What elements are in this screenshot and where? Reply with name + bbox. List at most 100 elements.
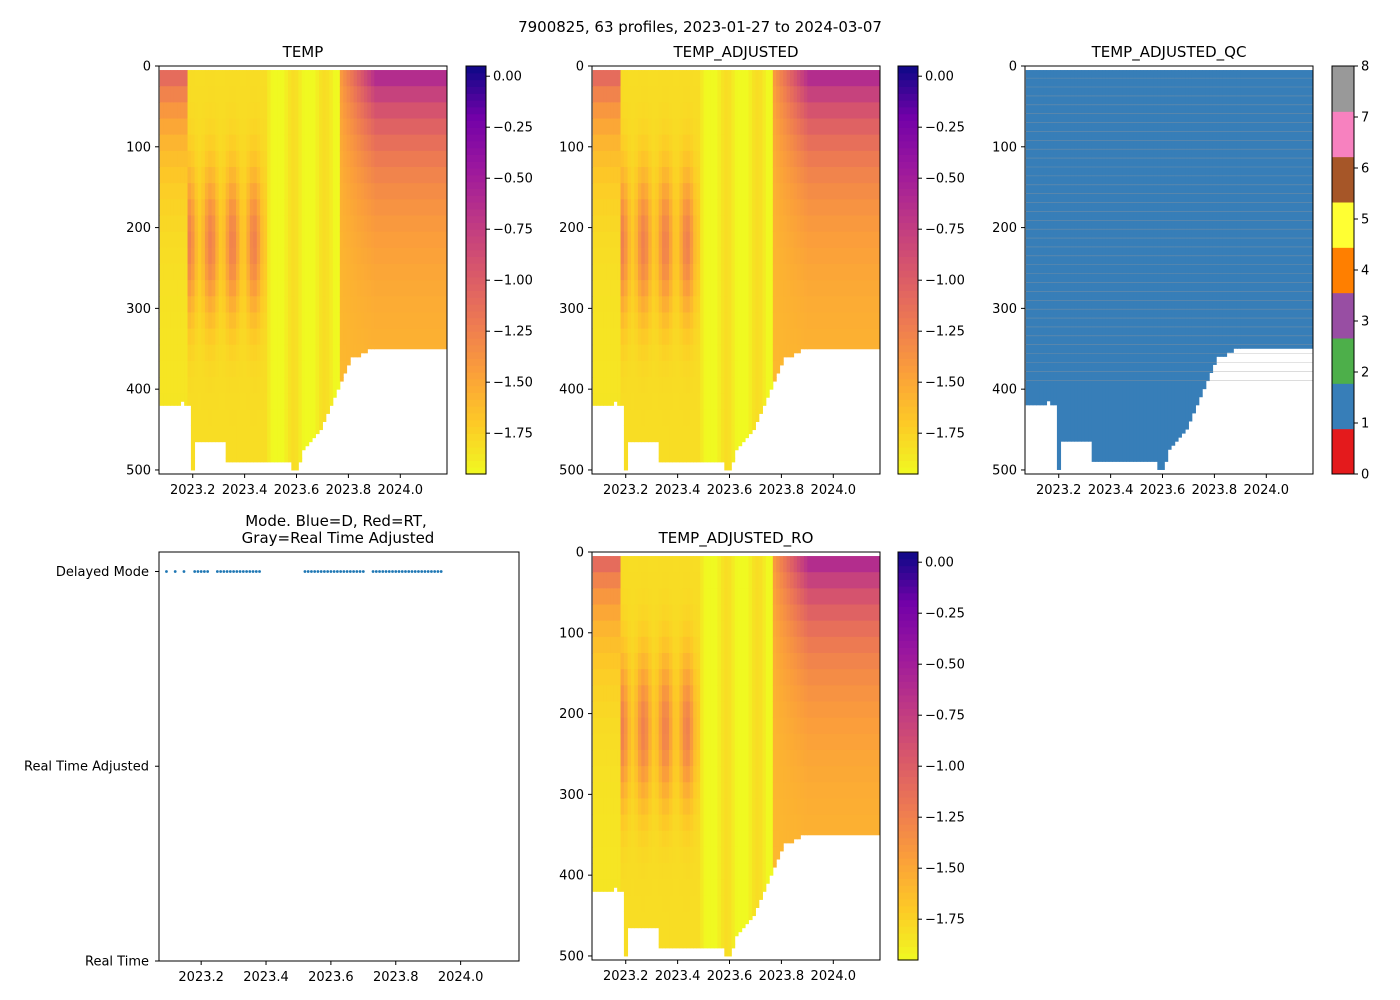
heat-cell [703,830,708,848]
heat-cell [641,280,646,297]
heat-cell [696,669,701,686]
heat-cell [679,328,684,346]
heat-cell [360,280,365,297]
heat-cell [713,134,718,152]
heat-cell [800,118,805,136]
heat-cell [187,263,192,281]
heat-cell [284,425,289,443]
heat-cell [741,846,746,864]
heat-cell [610,280,615,297]
heat-cell [658,280,663,297]
heat-cell [738,879,743,896]
mode-point [381,570,385,573]
heat-cell [606,814,611,832]
heat-cell [627,798,632,816]
heat-cell [280,231,285,249]
heat-cell [267,441,272,459]
y-tick-label: 200 [559,707,584,722]
heat-cell [789,134,795,152]
heat-cell [287,183,292,200]
heat-cell [706,733,712,751]
heat-cell [170,199,175,216]
heat-cell [727,280,732,297]
heat-cell [752,150,756,168]
heat-cell [710,749,715,767]
heat-cell [315,360,320,378]
heat-cell [339,70,344,87]
heat-cell [273,263,279,281]
heat-cell [284,70,289,87]
heat-cell [765,312,770,330]
heat-cell [752,556,756,573]
heat-cell [758,717,763,735]
heat-cell [325,328,330,346]
heat-cell [738,895,743,913]
heat-cell [665,556,670,573]
heat-cell [762,798,767,816]
heat-cell [693,183,698,200]
heat-cell [634,749,639,767]
heat-cell [724,733,729,751]
heat-cell [648,328,653,346]
y-tick-label: 0 [576,60,584,75]
heat-cell [180,296,185,313]
heat-cell [662,247,666,265]
heat-cell [343,247,348,265]
heat-cell [703,231,708,249]
heat-cell [682,604,687,622]
heat-cell [648,409,653,427]
heat-cell [246,134,251,152]
heat-cell [370,231,375,249]
heat-cell [710,652,715,670]
heat-cell [734,814,739,832]
heat-cell [675,86,680,103]
heat-cell [679,215,684,233]
heat-cell [623,134,629,152]
colorbar-segment [466,127,486,135]
heat-cell [613,572,618,589]
colorbar-segment [898,154,918,162]
heat-cell [236,425,240,443]
heat-cell [755,70,760,87]
heat-cell [738,247,743,265]
heat-cell [655,425,660,443]
heat-cell [166,312,171,330]
heat-cell [696,572,701,589]
heat-cell [239,344,244,362]
heat-cell [769,328,774,346]
heat-cell [242,457,247,463]
heat-cell [748,280,753,297]
colorbar-segment [466,385,486,393]
heat-cell [748,199,753,216]
heat-cell [741,717,746,735]
heat-cell [745,911,749,925]
colorbar-segment [898,236,918,244]
heat-cell [270,312,275,330]
heat-cell [755,782,760,799]
heat-cell [194,231,199,249]
heat-cell [159,377,164,394]
heat-cell [689,556,694,573]
heat-cell [215,70,220,87]
heat-cell [693,150,698,168]
heat-cell [758,86,763,103]
qc-column [1091,70,1096,462]
heat-cell [360,183,365,200]
heat-cell [672,717,677,735]
heat-cell [696,263,701,281]
heat-cell [260,328,265,346]
heat-cell [776,166,781,184]
heat-cell [294,70,299,87]
heat-cell [720,798,725,816]
heat-cell [689,604,694,622]
heat-cell [630,766,635,783]
heat-cell [637,409,642,427]
heat-cell [613,166,618,184]
heat-cell [215,377,220,394]
heat-cell [644,231,649,249]
heat-cell [745,652,749,670]
heat-cell [610,102,615,120]
heat-cell [724,360,729,378]
heat-cell [204,328,209,346]
heat-cell [263,263,268,281]
